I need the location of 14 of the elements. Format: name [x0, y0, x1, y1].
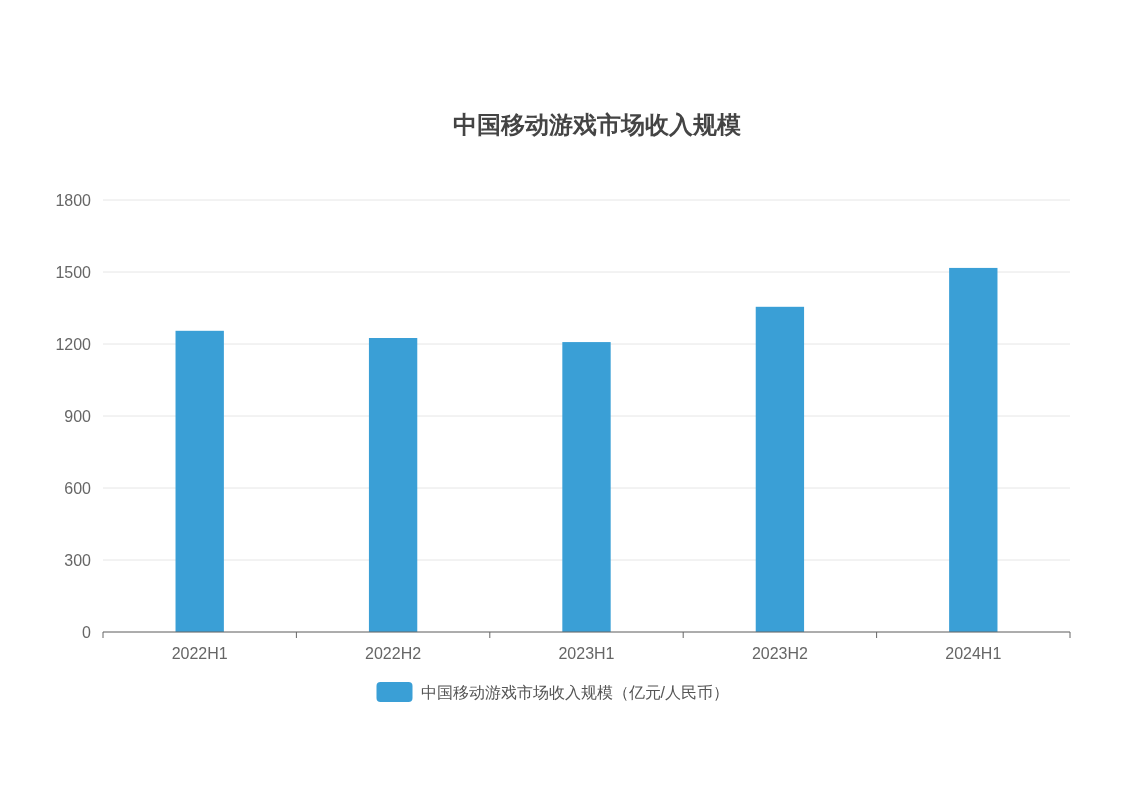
x-tick-label: 2023H2: [751, 645, 809, 662]
x-tick-label: 2024H1: [945, 645, 1002, 662]
x-tick-label: 2022H2: [365, 645, 422, 662]
y-tick-label: 900: [64, 407, 92, 425]
y-tick-label: 1200: [55, 335, 92, 353]
y-tick-label: 1800: [55, 191, 92, 209]
x-tick-label: 2022H1: [171, 645, 228, 662]
y-tick-label: 1500: [55, 263, 92, 281]
y-tick-label: 600: [64, 479, 92, 497]
legend-label: 中国移动游戏市场收入规模（亿元/人民币）: [420, 683, 729, 701]
chart-title: 中国移动游戏市场收入规模: [452, 111, 741, 138]
x-tick-label: 2023H1: [558, 645, 615, 662]
y-tick-label: 0: [82, 623, 92, 641]
y-tick-label: 300: [64, 551, 92, 569]
